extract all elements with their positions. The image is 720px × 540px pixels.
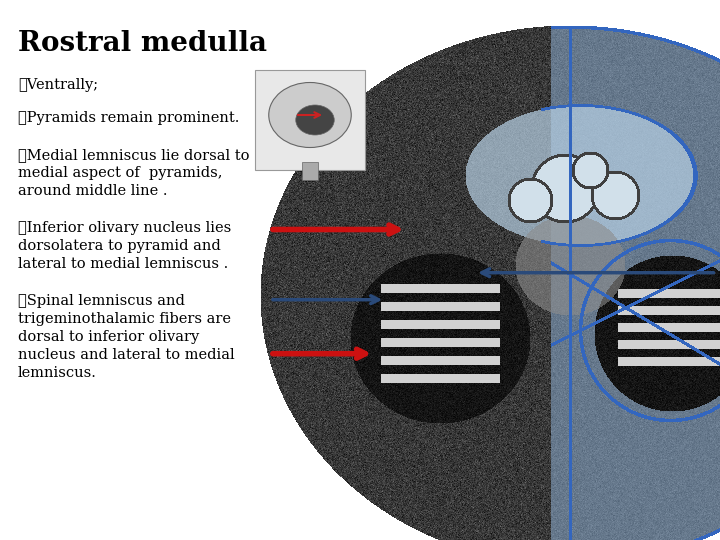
Bar (302, 162, 318, 180)
Text: ➤Pyramids remain prominent.: ➤Pyramids remain prominent. (18, 111, 239, 125)
Text: ➤Spinal lemniscus and
trigeminothalamic fibers are
dorsal to inferior olivary
nu: ➤Spinal lemniscus and trigeminothalamic … (18, 294, 235, 380)
Text: Rostral medulla: Rostral medulla (18, 30, 267, 57)
Text: ➤Medial lemniscus lie dorsal to
medial aspect of  pyramids,
around middle line .: ➤Medial lemniscus lie dorsal to medial a… (18, 148, 250, 198)
Ellipse shape (296, 105, 334, 135)
Text: ➤Ventrally;: ➤Ventrally; (18, 78, 98, 92)
Text: ➤Inferior olivary nucleus lies
dorsolatera to pyramid and
lateral to medial lemn: ➤Inferior olivary nucleus lies dorsolate… (18, 221, 231, 271)
FancyBboxPatch shape (255, 70, 365, 170)
Ellipse shape (269, 83, 351, 147)
